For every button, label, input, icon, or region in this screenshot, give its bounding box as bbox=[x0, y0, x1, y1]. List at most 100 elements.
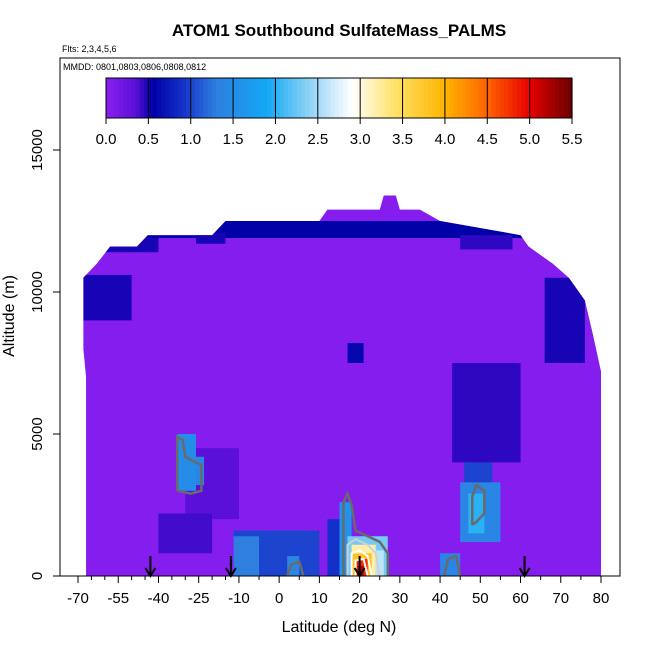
heatmap-cell bbox=[233, 536, 260, 576]
colorbar-cell bbox=[139, 78, 145, 118]
colorbar-tick-label: 2.5 bbox=[307, 131, 328, 148]
colorbar-cell bbox=[245, 78, 251, 118]
colorbar-tick-label: 3.0 bbox=[350, 131, 371, 148]
colorbar-cell bbox=[152, 78, 158, 118]
colorbar-tick-label: 5.0 bbox=[519, 131, 540, 148]
y-tick-label: 5000 bbox=[29, 417, 46, 450]
colorbar-cell bbox=[444, 78, 450, 118]
colorbar-cell bbox=[317, 78, 323, 118]
colorbar-cell bbox=[453, 78, 459, 118]
colorbar-cell bbox=[360, 78, 366, 118]
colorbar-cell bbox=[423, 78, 429, 118]
colorbar-cell bbox=[398, 78, 404, 118]
y-axis-label: Altitude (m) bbox=[1, 275, 18, 357]
colorbar-cell bbox=[355, 78, 361, 118]
colorbar-cell bbox=[262, 78, 268, 118]
colorbar-cell bbox=[241, 78, 247, 118]
x-axis: -70 -55 -40 -25 -10 0 10 20 30 40 50 60 70 80 bbox=[67, 576, 609, 607]
x-tick-label: 40 bbox=[432, 590, 449, 607]
colorbar-cell bbox=[211, 78, 217, 118]
colorbar-cell bbox=[118, 78, 124, 118]
colorbar-cell bbox=[495, 78, 501, 118]
contour-line bbox=[286, 560, 305, 577]
colorbar-cell bbox=[368, 78, 374, 118]
colorbar-cell bbox=[538, 78, 543, 118]
y-tick-label: 10000 bbox=[29, 271, 46, 313]
colorbar-tick-label: 4.0 bbox=[434, 131, 455, 148]
x-tick-label: -25 bbox=[188, 590, 210, 607]
colorbar-cell bbox=[385, 78, 391, 118]
colorbar-cell bbox=[406, 78, 412, 118]
colorbar-cell bbox=[419, 78, 425, 118]
colorbar-cell bbox=[169, 78, 175, 118]
colorbar-cell bbox=[283, 78, 289, 118]
colorbar-cell bbox=[394, 78, 399, 118]
colorbar-cell bbox=[220, 78, 226, 118]
colorbar-cell bbox=[499, 78, 505, 118]
colorbar-cell bbox=[296, 78, 302, 118]
contour-line bbox=[350, 549, 373, 577]
colorbar-cell bbox=[313, 78, 319, 118]
colorbar: 0.0 0.5 1.0 1.5 2.0 2.5 3.0 3.5 4.0 4.5 5.0 5.5 bbox=[96, 77, 582, 148]
x-axis-label: Latitude (deg N) bbox=[282, 619, 397, 636]
colorbar-cell bbox=[351, 78, 357, 118]
colorbar-cell bbox=[305, 78, 310, 118]
x-tick-label: -40 bbox=[148, 590, 170, 607]
colorbar-cell bbox=[309, 78, 315, 118]
colorbar-cell bbox=[144, 78, 149, 118]
colorbar-cell bbox=[449, 78, 454, 118]
colorbar-cell bbox=[339, 78, 344, 118]
colorbar-cell bbox=[127, 78, 133, 118]
colorbar-cell bbox=[203, 78, 209, 118]
colorbar-cell bbox=[415, 78, 421, 118]
y-axis: 0 5000 10000 15000 bbox=[29, 129, 60, 580]
x-tick-label: 20 bbox=[351, 590, 368, 607]
colorbar-cell bbox=[186, 78, 192, 118]
x-tick-label: -55 bbox=[107, 590, 129, 607]
colorbar-cell bbox=[402, 78, 408, 118]
colorbar-cell bbox=[114, 78, 120, 118]
x-tick-label: 30 bbox=[392, 590, 409, 607]
colorbar-cell bbox=[432, 78, 438, 118]
contour-line bbox=[471, 483, 486, 526]
x-tick-label: 0 bbox=[275, 590, 283, 607]
x-tick-label: 70 bbox=[552, 590, 569, 607]
colorbar-cell bbox=[182, 78, 188, 118]
colorbar-cell bbox=[173, 78, 179, 118]
colorbar-cell bbox=[156, 78, 162, 118]
colorbar-cell bbox=[190, 78, 196, 118]
colorbar-cell bbox=[237, 78, 243, 118]
colorbar-cell bbox=[110, 78, 116, 118]
colorbar-cell bbox=[271, 78, 277, 118]
colorbar-cell bbox=[258, 78, 264, 118]
heatmap-cell bbox=[468, 493, 485, 534]
contour-line bbox=[342, 490, 390, 576]
colorbar-cell bbox=[207, 78, 213, 118]
contour-line bbox=[442, 554, 462, 577]
colorbar-cell bbox=[199, 78, 205, 118]
colorbar-cell bbox=[300, 78, 306, 118]
colorbar-cell bbox=[525, 78, 531, 118]
colorbar-cells bbox=[105, 77, 573, 119]
colorbar-cell bbox=[461, 78, 467, 118]
colorbar-cell bbox=[440, 78, 446, 118]
colorbar-tick-label: 0.0 bbox=[96, 131, 117, 148]
colorbar-cell bbox=[478, 78, 484, 118]
colorbar-cell bbox=[487, 78, 493, 118]
colorbar-cell bbox=[533, 78, 539, 118]
colorbar-tick-label: 2.0 bbox=[265, 131, 286, 148]
colorbar-cell bbox=[381, 78, 387, 118]
colorbar-cell bbox=[457, 78, 463, 118]
contour-line bbox=[175, 434, 203, 495]
x-tick-label: 10 bbox=[311, 590, 328, 607]
heatmap-cell bbox=[452, 363, 521, 463]
colorbar-cell bbox=[559, 78, 565, 118]
colorbar-tick-label: 4.5 bbox=[477, 131, 498, 148]
colorbar-cell bbox=[224, 78, 230, 118]
colorbar-cell bbox=[521, 78, 526, 118]
colorbar-cell bbox=[343, 78, 349, 118]
colorbar-cell bbox=[529, 78, 535, 118]
colorbar-cell bbox=[550, 78, 556, 118]
heatmap-cell bbox=[177, 434, 197, 491]
heatmap-cell bbox=[83, 274, 132, 321]
